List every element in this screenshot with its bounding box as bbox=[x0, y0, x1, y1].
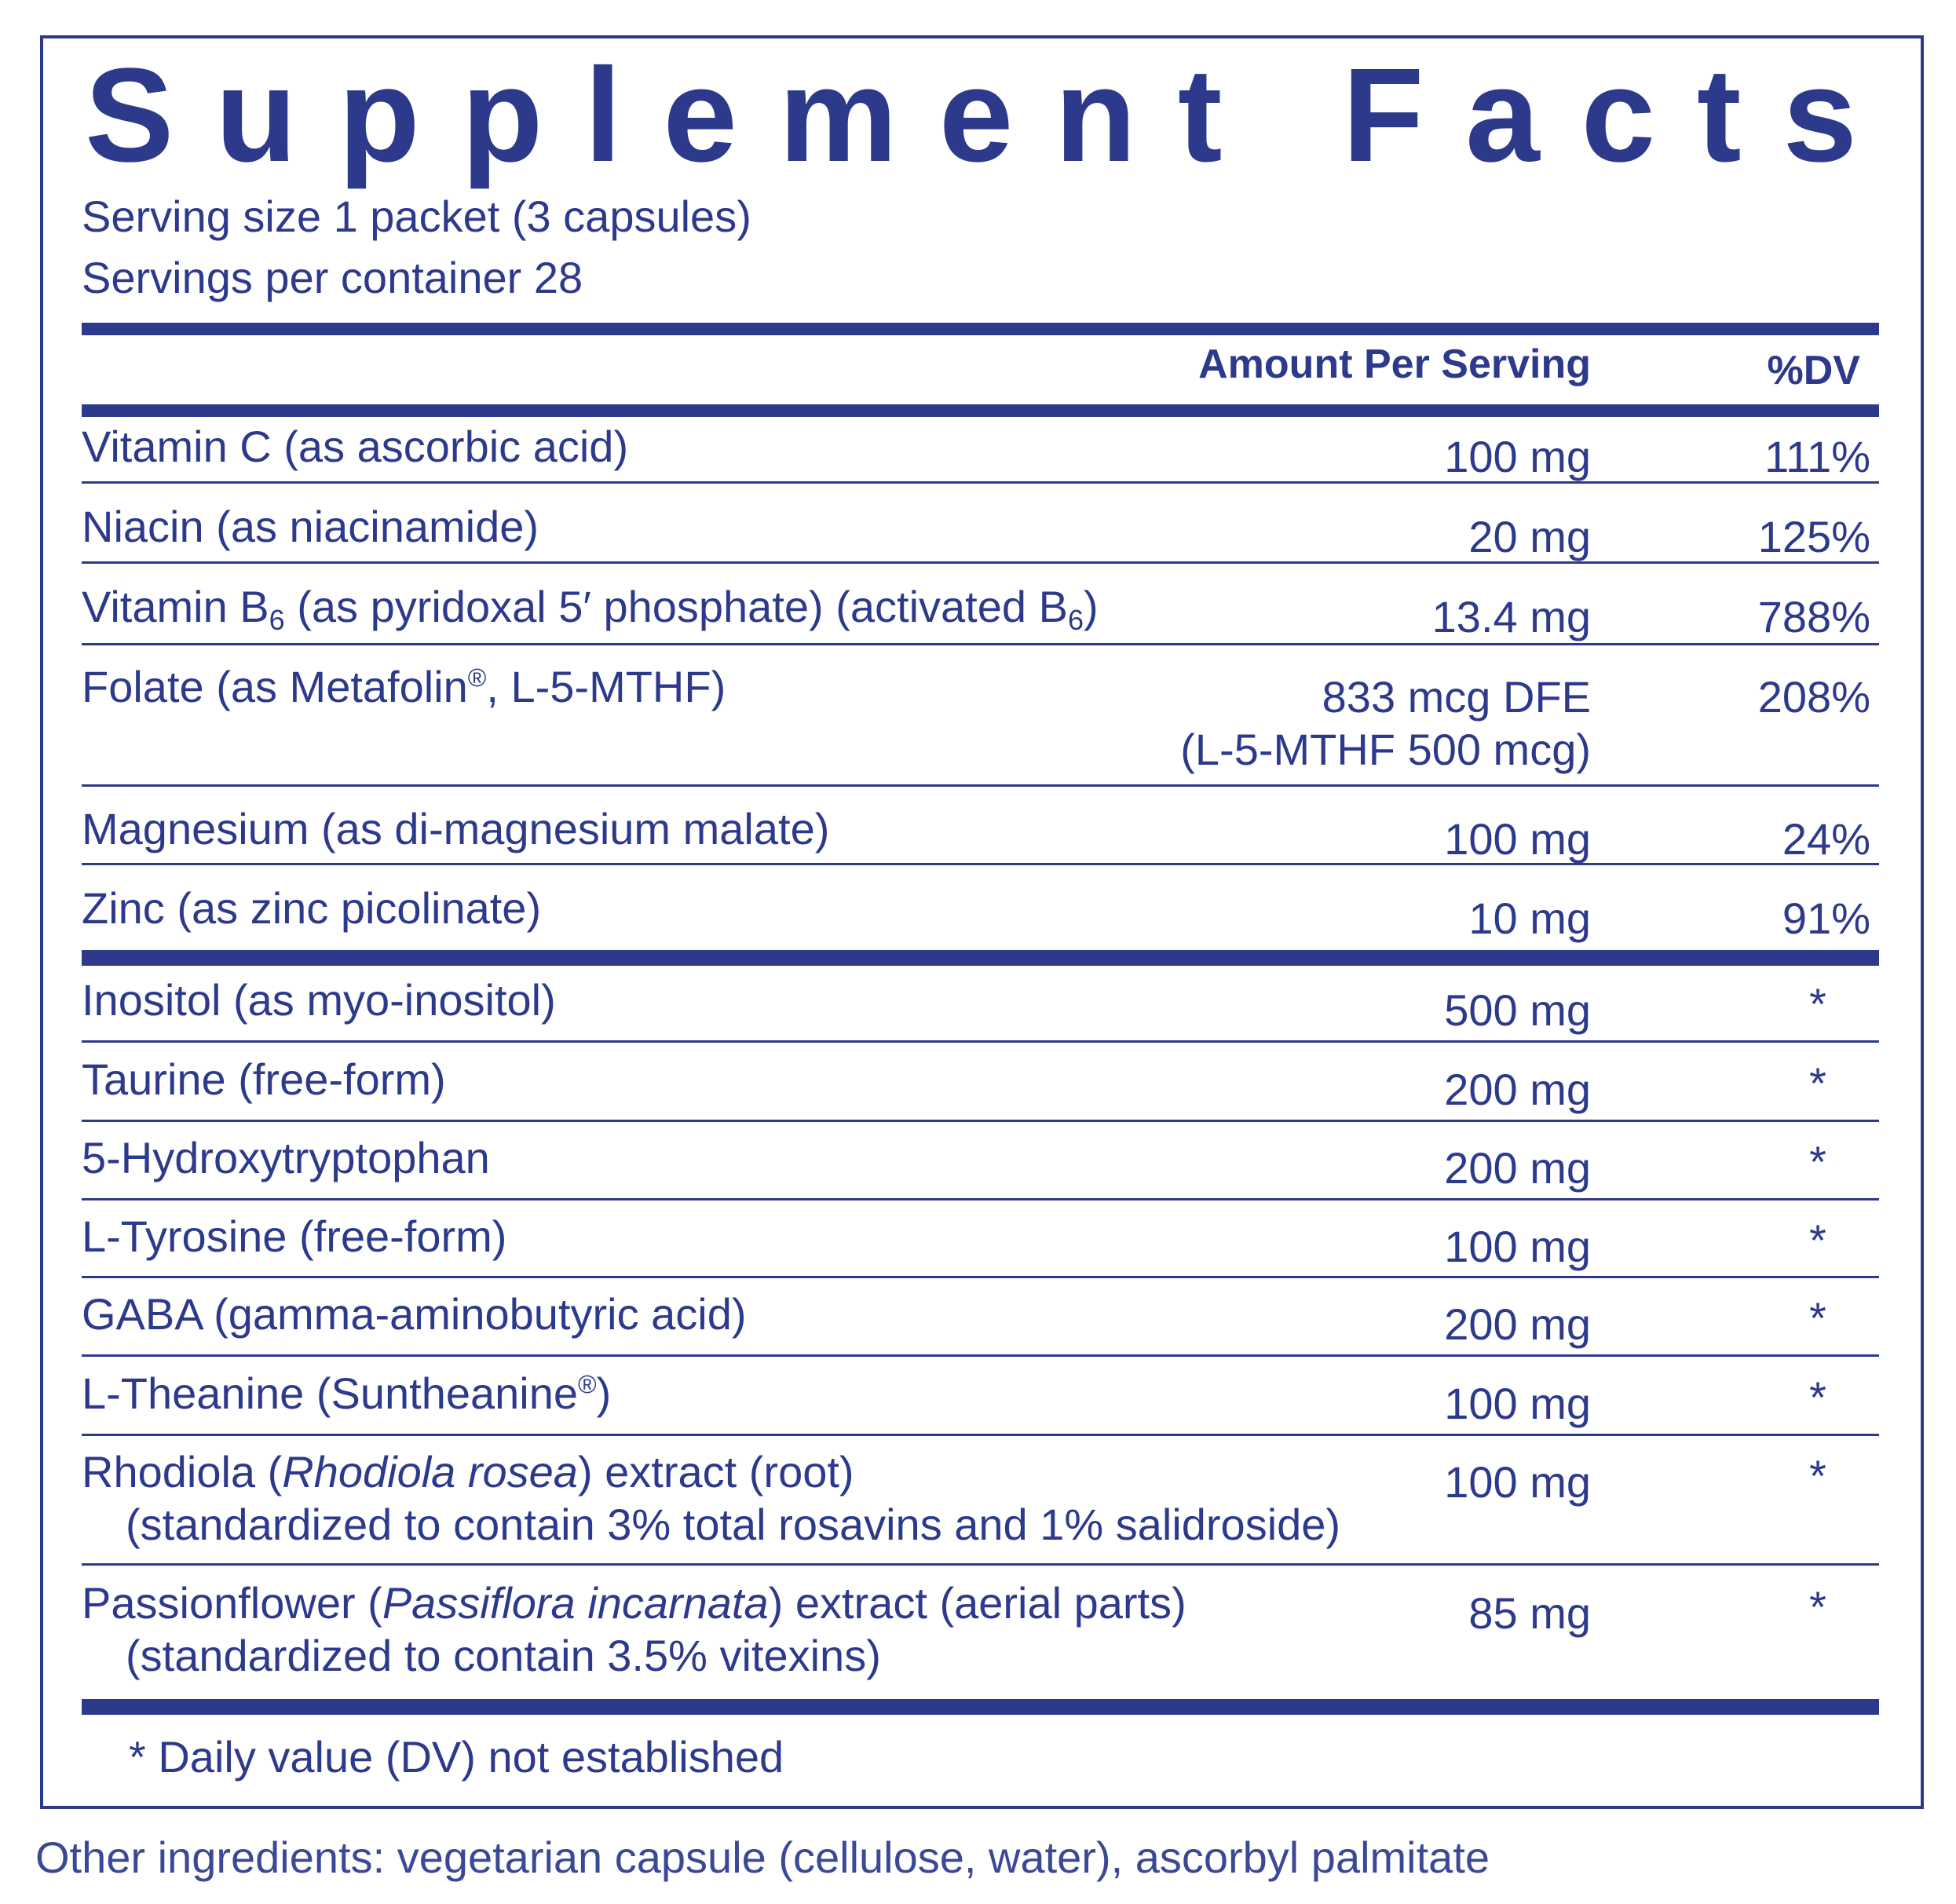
daily-value: 111% bbox=[1764, 432, 1870, 481]
name-part: Zinc (as zinc picolinate) bbox=[82, 883, 542, 933]
title: Supplement Facts bbox=[85, 41, 1857, 190]
name-part: ) extract (root) bbox=[577, 1447, 854, 1497]
rule-line bbox=[82, 1040, 1879, 1043]
name-part: 6 bbox=[269, 604, 285, 636]
daily-value: * bbox=[1809, 1293, 1826, 1343]
daily-value: * bbox=[1809, 1372, 1826, 1422]
amount-header: Amount Per Serving bbox=[1198, 342, 1591, 387]
amount: 100 mg bbox=[1444, 1379, 1591, 1428]
rule-line bbox=[82, 1120, 1879, 1122]
title-area: Supplement Facts bbox=[85, 41, 1857, 190]
name-part: ) bbox=[1083, 582, 1099, 631]
ingredient-name: Niacin (as niacinamide) bbox=[82, 501, 539, 553]
name-part: Niacin (as niacinamide) bbox=[82, 502, 539, 551]
name-part: ® bbox=[578, 1370, 597, 1398]
amount: 100 mg bbox=[1444, 1222, 1591, 1271]
daily-value: * bbox=[1809, 1215, 1826, 1265]
amount: 100 mg bbox=[1444, 432, 1591, 481]
rule-line bbox=[82, 1563, 1879, 1566]
ingredient-note: (standardized to contain 3.5% vitexins) bbox=[126, 1631, 881, 1680]
ingredient-note: (standardized to contain 3% total rosavi… bbox=[126, 1500, 1341, 1549]
rule-line bbox=[82, 404, 1879, 417]
name-part: L-Tyrosine (free-form) bbox=[82, 1211, 507, 1261]
ingredient-name: L-Theanine (Suntheanine®) bbox=[82, 1368, 611, 1420]
name-part: GABA (gamma-aminobutyric acid) bbox=[82, 1289, 747, 1339]
rule-line bbox=[82, 1276, 1879, 1278]
ingredient-name: Passionflower (Passiflora incarnata) ext… bbox=[82, 1577, 1186, 1629]
amount: 200 mg bbox=[1444, 1143, 1591, 1193]
ingredient-name: Vitamin B6 (as pyridoxal 5′ phosphate) (… bbox=[82, 581, 1099, 636]
rule-line bbox=[82, 950, 1879, 966]
daily-value: * bbox=[1809, 1137, 1826, 1186]
amount: 833 mcg DFE bbox=[1322, 672, 1591, 722]
rule-line bbox=[82, 561, 1879, 564]
rule-line bbox=[82, 643, 1879, 645]
ingredient-name: GABA (gamma-aminobutyric acid) bbox=[82, 1288, 747, 1340]
rule-line bbox=[82, 323, 1879, 335]
name-part: 6 bbox=[1067, 604, 1084, 636]
name-part: Folate (as Metafolin bbox=[82, 662, 468, 711]
amount: 200 mg bbox=[1444, 1065, 1591, 1114]
name-part: Rhodiola ( bbox=[82, 1447, 283, 1497]
amount: 100 mg bbox=[1444, 814, 1591, 864]
dv-header: %DV bbox=[1767, 348, 1860, 393]
rule-line bbox=[82, 1354, 1879, 1357]
servings-per-container: Servings per container 28 bbox=[82, 253, 583, 302]
name-part: Rhodiola rosea bbox=[282, 1447, 578, 1497]
name-part: 5-Hydroxytryptophan bbox=[82, 1133, 490, 1182]
ingredient-name: Vitamin C (as ascorbic acid) bbox=[82, 421, 628, 473]
ingredient-name: Magnesium (as di-magnesium malate) bbox=[82, 803, 829, 855]
ingredient-name: Inositol (as myo-inositol) bbox=[82, 974, 556, 1026]
daily-value: * bbox=[1809, 1058, 1826, 1108]
daily-value: 208% bbox=[1757, 672, 1870, 722]
rule-line bbox=[82, 1198, 1879, 1201]
name-part: Vitamin C (as ascorbic acid) bbox=[82, 422, 629, 471]
amount: 200 mg bbox=[1444, 1299, 1591, 1349]
ingredient-name: Taurine (free-form) bbox=[82, 1054, 446, 1105]
amount: 100 mg bbox=[1444, 1457, 1591, 1507]
name-part: ® bbox=[467, 663, 487, 692]
name-part: ) bbox=[596, 1369, 612, 1418]
serving-size: Serving size 1 packet (3 capsules) bbox=[82, 192, 751, 241]
daily-value: * bbox=[1809, 1451, 1826, 1500]
daily-value: * bbox=[1809, 1582, 1826, 1632]
name-part: Inositol (as myo-inositol) bbox=[82, 975, 556, 1025]
ingredient-name: 5-Hydroxytryptophan bbox=[82, 1132, 490, 1184]
rule-line bbox=[82, 784, 1879, 787]
amount-detail: (L-5-MTHF 500 mcg) bbox=[1180, 725, 1591, 774]
name-part: Vitamin B bbox=[82, 582, 269, 631]
ingredient-name: L-Tyrosine (free-form) bbox=[82, 1211, 506, 1263]
name-part: (as pyridoxal 5′ phosphate) (activated B bbox=[284, 582, 1068, 631]
amount: 85 mg bbox=[1468, 1588, 1591, 1638]
name-part: L-Theanine (Suntheanine bbox=[82, 1369, 579, 1418]
name-part: ) extract (aerial parts) bbox=[768, 1578, 1186, 1628]
amount: 13.4 mg bbox=[1431, 592, 1591, 641]
name-part: Passionflower ( bbox=[82, 1578, 382, 1628]
rule-line bbox=[82, 481, 1879, 484]
daily-value: 125% bbox=[1757, 512, 1870, 561]
rule-line bbox=[82, 863, 1879, 865]
daily-value: 91% bbox=[1782, 894, 1870, 943]
rule-line bbox=[82, 1434, 1879, 1436]
daily-value: 788% bbox=[1757, 592, 1870, 641]
other-ingredients: Other ingredients: vegetarian capsule (c… bbox=[35, 1833, 1490, 1882]
daily-value: 24% bbox=[1782, 814, 1870, 864]
name-part: Magnesium (as di-magnesium malate) bbox=[82, 804, 830, 853]
amount: 20 mg bbox=[1468, 512, 1591, 561]
daily-value: * bbox=[1809, 979, 1826, 1029]
amount: 500 mg bbox=[1444, 985, 1591, 1035]
name-part: , L-5-MTHF) bbox=[486, 662, 726, 711]
footnote: * Daily value (DV) not established bbox=[129, 1732, 784, 1782]
name-part: Passiflora incarnata bbox=[382, 1578, 769, 1628]
ingredient-name: Zinc (as zinc picolinate) bbox=[82, 883, 541, 934]
facts-panel bbox=[40, 35, 1924, 1809]
rule-line bbox=[82, 1699, 1879, 1715]
ingredient-name: Folate (as Metafolin®, L-5-MTHF) bbox=[82, 661, 726, 713]
name-part: Taurine (free-form) bbox=[82, 1054, 446, 1104]
ingredient-name: Rhodiola (Rhodiola rosea) extract (root) bbox=[82, 1446, 854, 1498]
amount: 10 mg bbox=[1468, 894, 1591, 943]
